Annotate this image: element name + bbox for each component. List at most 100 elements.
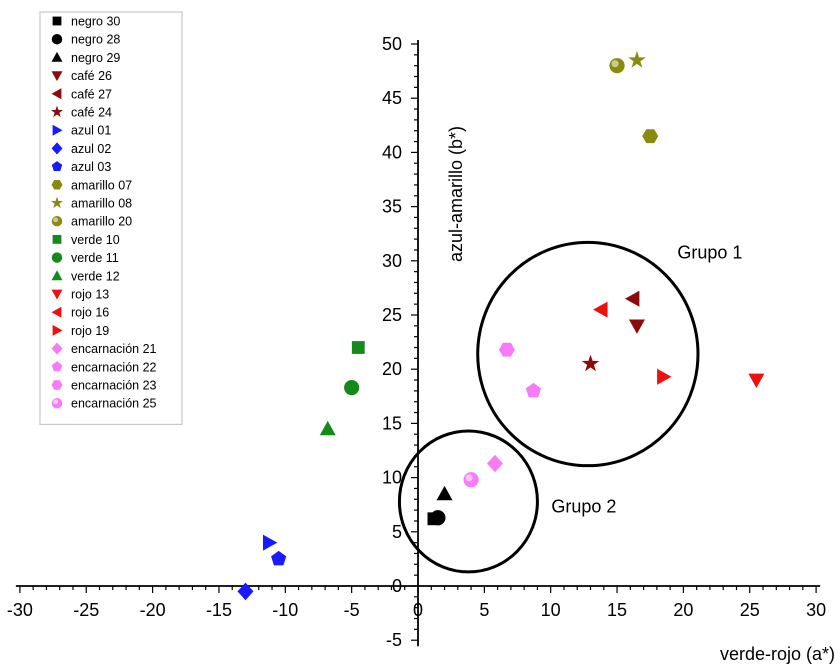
legend-label: encarnación 25 — [71, 397, 157, 411]
legend-marker-shine — [53, 217, 59, 223]
data-point — [525, 382, 542, 398]
legend-label: negro 30 — [71, 15, 120, 29]
x-tick-label: -20 — [140, 600, 166, 620]
legend-label: verde 12 — [71, 269, 120, 283]
y-tick-label: 0 — [392, 576, 402, 596]
legend-label: café 26 — [71, 69, 112, 83]
legend-marker — [51, 88, 62, 100]
data-point — [237, 582, 254, 601]
data-point — [463, 472, 479, 488]
legend-label: rojo 16 — [71, 306, 109, 320]
legend-marker — [51, 33, 63, 45]
legend-marker — [50, 105, 64, 118]
legend-marker — [51, 252, 63, 263]
legend-box — [39, 11, 183, 425]
data-point-shine — [611, 60, 619, 68]
legend-label: azul 01 — [71, 124, 111, 138]
legend-label: verde 10 — [71, 233, 120, 247]
axes: -30 -25 -20 -15 -10 -5 0 5 10 15 20 25 30 -5 0 5 10 15 20 2… — [7, 34, 835, 664]
legend-marker — [50, 196, 64, 209]
x-tick-label: 5 — [479, 600, 489, 620]
y-axis-title: azul-amarillo (b*) — [446, 126, 466, 262]
x-tick-label: -30 — [7, 600, 33, 620]
x-tick-label: 15 — [607, 600, 627, 620]
legend-marker — [51, 397, 63, 409]
legend-marker-shine — [53, 399, 59, 405]
x-tick-label: -15 — [206, 600, 232, 620]
data-point-shine — [465, 474, 473, 482]
legend-marker — [51, 342, 63, 355]
x-tick-label: 20 — [673, 600, 693, 620]
legend-marker — [51, 361, 63, 372]
data-point — [593, 301, 608, 318]
cluster-circles — [397, 240, 700, 574]
legend-marker — [52, 16, 62, 26]
data-point — [486, 454, 503, 473]
legend-label: rojo 19 — [71, 324, 109, 338]
data-point — [609, 58, 625, 74]
data-point — [624, 290, 640, 307]
y-tick-label: 50 — [382, 34, 402, 54]
legend-marker — [51, 161, 63, 172]
data-point — [628, 51, 646, 68]
data-point — [271, 550, 287, 566]
data-point — [748, 373, 765, 389]
legend-label: encarnación 21 — [71, 342, 157, 356]
legend-marker — [51, 270, 63, 281]
group-label: Grupo 2 — [551, 496, 616, 516]
legend-label: encarnación 22 — [71, 360, 157, 374]
x-tick-label: 10 — [541, 600, 561, 620]
y-tick-label: 30 — [382, 251, 402, 271]
y-tick-label: 25 — [382, 305, 402, 325]
x-axis-title: verde-rojo (a*) — [720, 644, 835, 664]
data-point — [581, 354, 600, 372]
cluster-circle-1 — [476, 240, 700, 468]
legend-marker — [51, 289, 63, 300]
legend-marker — [51, 142, 63, 155]
y-tick-label: 15 — [382, 413, 402, 433]
legend-label: encarnación 23 — [71, 379, 157, 393]
data-point — [628, 319, 645, 334]
legend-marker — [51, 71, 63, 82]
data-point — [344, 380, 360, 396]
legend-label: verde 11 — [71, 251, 119, 265]
legend: negro 30 negro 28 negro 29 café 26 café 27 ca… — [39, 11, 183, 425]
data-point — [351, 341, 365, 354]
legend-label: amarillo 08 — [71, 197, 132, 211]
x-tick-label: 30 — [806, 600, 826, 620]
y-tick-label: 10 — [382, 468, 402, 488]
x-tick-label: -10 — [272, 600, 298, 620]
data-point — [430, 510, 446, 526]
data-point — [498, 342, 515, 357]
legend-marker — [51, 215, 63, 227]
y-tick-label: 35 — [382, 197, 402, 217]
data-point — [319, 420, 336, 436]
legend-marker — [51, 180, 63, 190]
data-point — [436, 485, 453, 501]
y-tick-label: 40 — [382, 142, 402, 162]
x-tick-label: 25 — [740, 600, 760, 620]
legend-label: café 27 — [71, 87, 112, 101]
legend-label: rojo 13 — [71, 288, 109, 302]
legend-marker — [52, 124, 63, 136]
legend-marker — [52, 324, 63, 336]
annotations: Grupo 1 Grupo 2 — [551, 243, 742, 517]
legend-label: negro 28 — [71, 33, 120, 47]
y-tick-label: 5 — [392, 522, 402, 542]
cluster-circle-2 — [397, 429, 539, 574]
legend-marker — [51, 51, 63, 62]
y-tick-label: -5 — [386, 630, 402, 650]
legend-label: negro 29 — [71, 51, 120, 65]
group-label: Grupo 1 — [677, 243, 742, 263]
legend-label: azul 03 — [71, 160, 111, 174]
legend-label: café 24 — [71, 106, 112, 120]
data-point — [262, 534, 278, 551]
legend-label: amarillo 07 — [71, 178, 132, 192]
legend-marker — [52, 235, 62, 244]
legend-label: azul 02 — [71, 142, 111, 156]
x-tick-label: -5 — [344, 600, 360, 620]
y-tick-label: 45 — [382, 88, 402, 108]
data-points — [237, 51, 765, 601]
data-point — [642, 129, 659, 144]
